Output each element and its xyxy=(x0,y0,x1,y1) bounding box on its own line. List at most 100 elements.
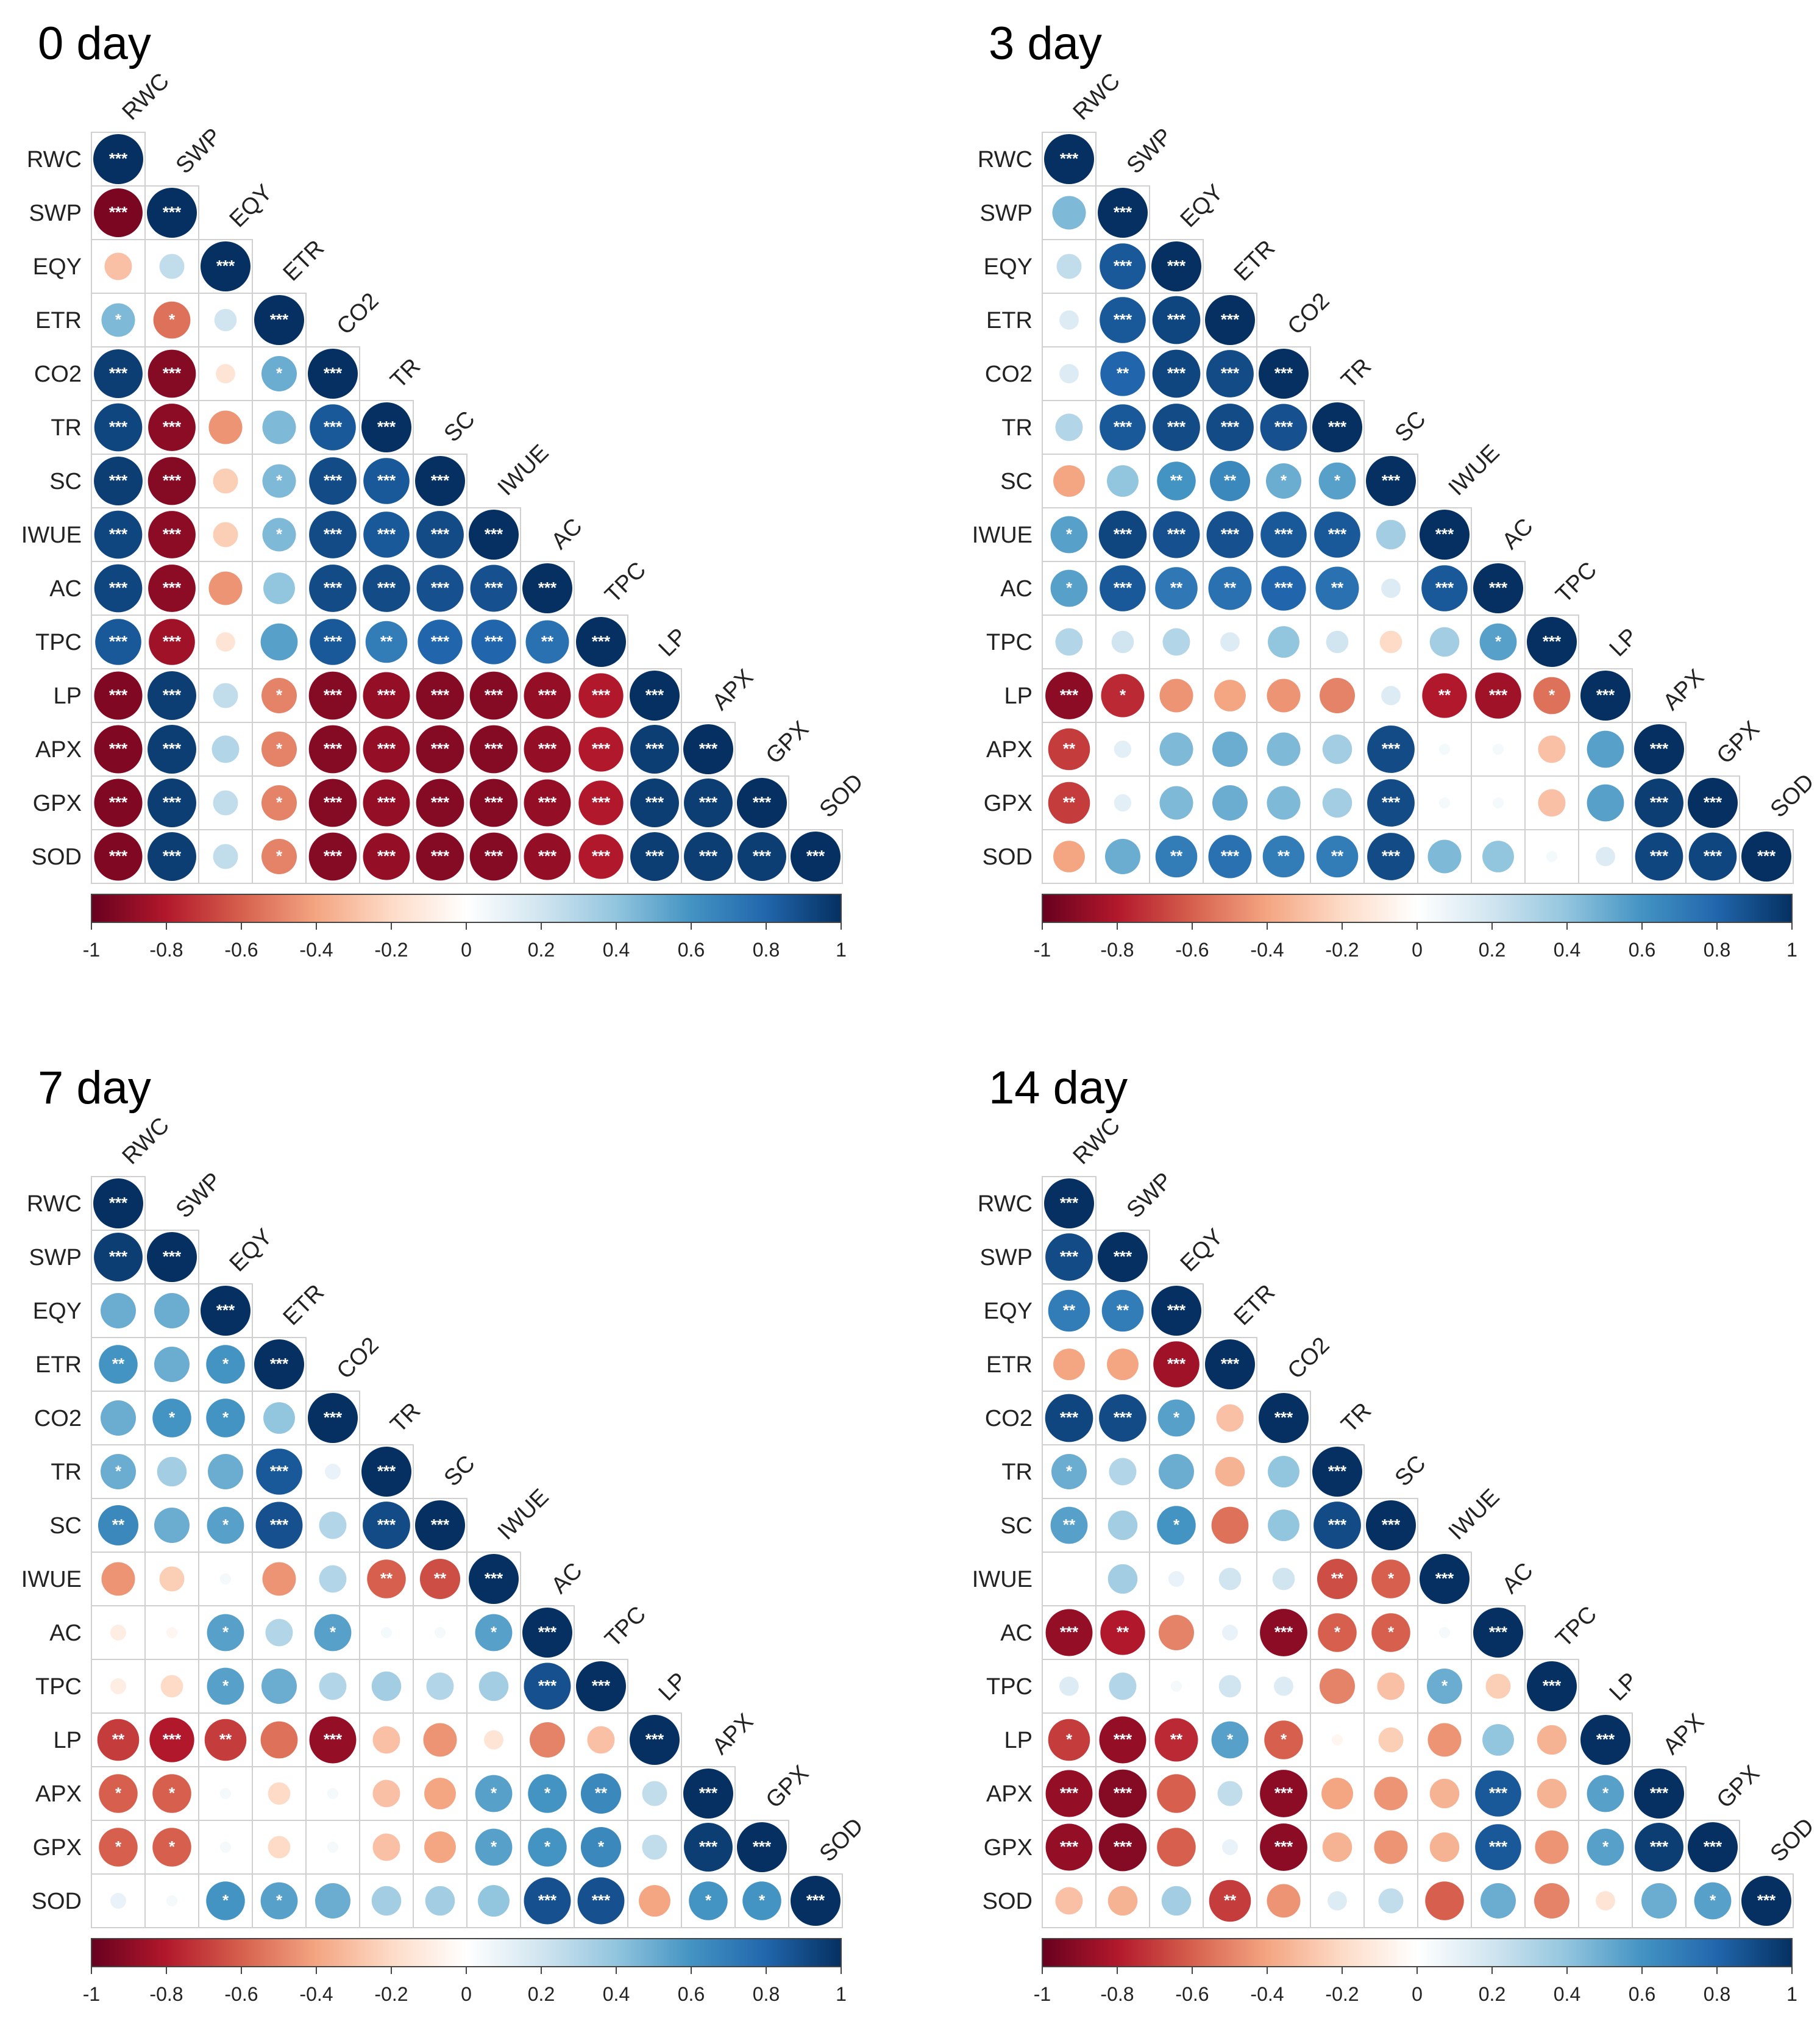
corr-circle-AC-AC xyxy=(1473,563,1523,613)
grid-cell xyxy=(520,1712,575,1767)
corr-circle-LP-IWUE xyxy=(1427,1723,1462,1757)
corr-circle-CO2-CO2 xyxy=(1259,349,1309,399)
significance-mark: *** xyxy=(645,793,664,811)
corr-circle-IWUE-SWP xyxy=(1107,1564,1138,1594)
corr-circle-SOD-IWUE xyxy=(469,832,518,881)
row-label: ETR xyxy=(35,1352,82,1378)
significance-mark: * xyxy=(276,471,283,490)
significance-mark: * xyxy=(1549,686,1555,704)
corr-circle-IWUE-EQY xyxy=(213,522,238,547)
corr-circle-GPX-TPC xyxy=(578,780,624,825)
corr-circle-GPX-RWC xyxy=(99,1828,138,1867)
corr-circle-GPX-APX xyxy=(684,779,733,827)
row-label: APX xyxy=(986,1781,1033,1807)
significance-mark: * xyxy=(222,1676,229,1695)
column-label: LP xyxy=(1605,1668,1643,1706)
corr-circle-APX-TPC xyxy=(578,727,624,772)
significance-mark: *** xyxy=(377,686,396,704)
significance-mark: * xyxy=(115,310,122,329)
significance-mark: *** xyxy=(377,793,396,811)
significance-mark: *** xyxy=(163,686,182,704)
corr-circle-TPC-RWC xyxy=(1055,628,1083,656)
corr-circle-SC-SC xyxy=(1366,1500,1416,1550)
significance-mark: *** xyxy=(1274,364,1293,382)
corr-circle-SC-EQY xyxy=(1157,461,1196,501)
row-label: CO2 xyxy=(985,1406,1033,1431)
significance-mark: ** xyxy=(380,1569,393,1587)
significance-mark: *** xyxy=(324,686,343,704)
significance-mark: *** xyxy=(163,364,182,382)
colorbar-tick-label: -0.6 xyxy=(224,1983,258,2005)
row-label: SOD xyxy=(32,844,82,870)
corr-circle-TPC-IWUE xyxy=(478,1671,509,1701)
corr-circle-CO2-ETR xyxy=(263,1402,295,1434)
corr-circle-CO2-SWP xyxy=(1100,351,1145,396)
column-label: EQY xyxy=(225,180,277,232)
corr-circle-TPC-RWC xyxy=(95,619,141,665)
corr-circle-SC-RWC xyxy=(1050,1506,1088,1544)
significance-mark: * xyxy=(276,1891,283,1909)
significance-mark: *** xyxy=(216,257,235,275)
corr-circle-IWUE-SWP xyxy=(148,511,196,558)
significance-mark: *** xyxy=(1382,1516,1401,1534)
column-label: RWC xyxy=(1068,1113,1125,1169)
corr-circle-TPC-AC xyxy=(1485,1673,1511,1699)
significance-mark: *** xyxy=(163,579,182,597)
corr-circle-TPC-SWP xyxy=(149,619,195,665)
corr-circle-TR-SWP xyxy=(1100,404,1146,451)
corr-circle-APX-ETR xyxy=(261,732,297,767)
corr-circle-AC-CO2 xyxy=(1261,566,1306,611)
corr-circle-TPC-CO2 xyxy=(1268,626,1299,658)
corr-circle-SC-RWC xyxy=(94,457,143,505)
significance-mark: *** xyxy=(1060,1194,1079,1212)
significance-mark: *** xyxy=(324,471,343,490)
row-label: EQY xyxy=(33,254,82,280)
row-label: CO2 xyxy=(34,1406,82,1431)
corr-circle-AC-RWC xyxy=(1050,569,1088,607)
significance-mark: *** xyxy=(109,1194,128,1212)
colorbar-tick-label: 0.2 xyxy=(528,1983,555,2005)
colorbar-tick-label: 0.2 xyxy=(1479,1983,1505,2005)
corr-circle-SOD-TR xyxy=(371,1886,402,1916)
significance-mark: *** xyxy=(592,739,611,758)
row-label: TR xyxy=(51,1459,82,1485)
corr-circle-SOD-LP xyxy=(1596,1891,1615,1911)
grid-cell xyxy=(1471,775,1526,830)
corr-circle-SOD-EQY xyxy=(1161,1886,1192,1916)
corr-circle-IWUE-IWUE xyxy=(1420,1554,1470,1604)
significance-mark: *** xyxy=(109,525,128,543)
corr-circle-IWUE-EQY xyxy=(219,1573,232,1585)
corr-circle-LP-SC xyxy=(416,671,464,720)
corr-circle-SOD-AC xyxy=(524,833,571,880)
row-label: SC xyxy=(1000,469,1033,494)
significance-mark: *** xyxy=(592,1676,611,1695)
corr-circle-TR-EQY xyxy=(208,1454,243,1489)
significance-mark: *** xyxy=(1167,1301,1186,1319)
significance-mark: *** xyxy=(1489,579,1508,597)
significance-mark: *** xyxy=(1114,310,1132,329)
corr-circle-SOD-SWP xyxy=(1105,839,1140,874)
corr-circle-APX-APX xyxy=(1634,724,1684,774)
corr-circle-IWUE-CO2 xyxy=(319,1565,347,1593)
column-label: IWUE xyxy=(1444,440,1505,501)
corr-circle-APX-EQY xyxy=(1157,1774,1196,1813)
corr-circle-SOD-CO2 xyxy=(1262,835,1305,878)
corr-circle-GPX-GPX xyxy=(1688,1822,1738,1872)
row-label: APX xyxy=(35,1781,82,1807)
row-label: CO2 xyxy=(34,362,82,387)
panel-title: 7 day xyxy=(38,1062,151,1114)
corr-circle-GPX-AC xyxy=(1475,1824,1521,1870)
significance-mark: * xyxy=(276,686,283,704)
corr-circle-TR-CO2 xyxy=(1268,1456,1299,1488)
corr-circle-AC-CO2 xyxy=(1260,1609,1307,1656)
grid-cell xyxy=(1417,615,1472,669)
significance-mark: ** xyxy=(541,632,554,650)
corr-circle-LP-ETR xyxy=(261,678,297,713)
column-label: TPC xyxy=(1551,557,1602,608)
corr-circle-SOD-GPX xyxy=(1694,1882,1732,1920)
significance-mark: *** xyxy=(1274,579,1293,597)
corr-circle-AC-CO2 xyxy=(314,1614,352,1651)
corr-circle-EQY-RWC xyxy=(1056,254,1082,279)
corr-circle-SOD-EQY xyxy=(213,844,238,869)
corr-circle-SOD-TR xyxy=(363,833,410,880)
